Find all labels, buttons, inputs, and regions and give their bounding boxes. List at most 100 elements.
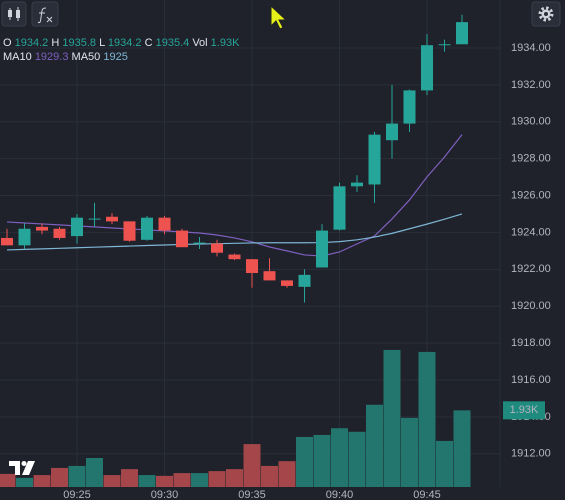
volume-bar bbox=[51, 467, 68, 487]
candle-body bbox=[368, 134, 381, 185]
x-tick-label: 09:40 bbox=[326, 489, 354, 500]
toolbar bbox=[1, 1, 561, 30]
y-tick-label: 1920.00 bbox=[511, 300, 551, 312]
logo-mark bbox=[22, 461, 35, 475]
time-axis: 09:25 09:30 09:35 09:40 09:45 bbox=[63, 489, 441, 500]
legend-label: L bbox=[99, 37, 105, 49]
volume-bar bbox=[313, 434, 331, 487]
volume-bar bbox=[366, 404, 383, 487]
legend-value: 1929.3 bbox=[35, 51, 69, 63]
legend-label: O bbox=[3, 37, 12, 49]
legend-value: 1925 bbox=[103, 51, 127, 63]
logo-mark bbox=[21, 461, 27, 466]
y-tick-label: 1916.00 bbox=[511, 374, 551, 386]
x-tick-label: 09:30 bbox=[151, 489, 179, 500]
volume-pane bbox=[0, 349, 471, 487]
x-tick-label: 09:25 bbox=[63, 489, 91, 500]
legend: O 1934.2 H 1935.8 L 1934.2 C 1935.4 Vol … bbox=[3, 37, 240, 63]
volume-bar bbox=[191, 473, 208, 487]
volume-bar bbox=[138, 475, 156, 487]
y-tick-label: 1912.00 bbox=[511, 448, 551, 460]
y-tick-label: 1928.00 bbox=[511, 153, 551, 165]
legend-label: MA10 bbox=[3, 51, 32, 63]
y-tick-label: 1922.00 bbox=[511, 263, 551, 275]
volume-bar bbox=[68, 465, 86, 487]
candle-body bbox=[53, 228, 66, 238]
y-tick-label: 1926.00 bbox=[511, 189, 551, 201]
candle-body bbox=[71, 217, 83, 237]
legend-value: 1934.2 bbox=[15, 37, 49, 49]
volume-bar bbox=[383, 349, 401, 487]
volume-bar bbox=[401, 417, 418, 487]
candle-body bbox=[263, 271, 276, 281]
candle-body bbox=[456, 22, 468, 45]
indicators-button[interactable] bbox=[31, 1, 59, 27]
volume-bar bbox=[0, 473, 16, 487]
volume-bar bbox=[348, 431, 366, 487]
ma-legend: MA10 1929.3 MA50 1925 bbox=[3, 51, 128, 63]
volume-bar bbox=[33, 475, 51, 487]
icon bbox=[8, 10, 12, 17]
logo-mark bbox=[9, 461, 20, 475]
candle-body bbox=[421, 45, 433, 91]
candle-body bbox=[141, 217, 153, 240]
volume-bar bbox=[278, 461, 296, 487]
candle-type-button[interactable] bbox=[1, 1, 27, 27]
ohlc-legend: O 1934.2 H 1935.8 L 1934.2 C 1935.4 Vol … bbox=[3, 37, 240, 49]
volume-bar bbox=[121, 469, 138, 487]
x-tick-label: 09:45 bbox=[413, 489, 441, 500]
volume-tag-label: 1.93K bbox=[510, 404, 539, 416]
candle-body bbox=[298, 274, 311, 287]
volume-bar bbox=[453, 410, 471, 487]
volume-bar bbox=[331, 428, 348, 487]
candle-body bbox=[211, 243, 223, 253]
candle-body bbox=[88, 218, 101, 220]
volume-bar bbox=[261, 465, 278, 487]
volume-bar bbox=[418, 351, 436, 487]
candle-body bbox=[386, 123, 398, 141]
candles bbox=[1, 14, 468, 303]
candle-body bbox=[246, 259, 258, 274]
volume-bar bbox=[86, 457, 103, 487]
candle-body bbox=[36, 226, 48, 231]
legend-label: H bbox=[51, 37, 59, 49]
candle-body bbox=[228, 254, 241, 260]
ma-line bbox=[6, 213, 463, 251]
volume-bar bbox=[156, 475, 173, 487]
candle-body bbox=[176, 230, 188, 248]
y-tick-label: 1930.00 bbox=[511, 116, 551, 128]
y-tick-label: 1918.00 bbox=[511, 337, 551, 349]
candle-body bbox=[281, 280, 293, 286]
volume-tag bbox=[503, 401, 545, 420]
volume-bar bbox=[296, 436, 313, 487]
icon bbox=[538, 6, 554, 22]
logo bbox=[9, 461, 35, 475]
candle-body bbox=[193, 242, 206, 244]
candle-body bbox=[106, 216, 118, 222]
legend-value: 1934.2 bbox=[108, 37, 142, 49]
candle-body bbox=[351, 182, 363, 187]
candle-body bbox=[1, 237, 13, 246]
candle-body bbox=[123, 221, 136, 241]
volume-bar bbox=[173, 473, 191, 487]
legend-value: 1935.4 bbox=[156, 37, 190, 49]
candle-body bbox=[158, 217, 171, 231]
cursor bbox=[270, 4, 288, 30]
volume-bar bbox=[208, 471, 226, 487]
volume-bar bbox=[16, 477, 33, 487]
legend-value: 1.93K bbox=[211, 37, 240, 49]
icon bbox=[16, 10, 20, 18]
price-axis: 1912.001914.001916.001918.001920.001922.… bbox=[503, 42, 551, 460]
y-tick-label: 1932.00 bbox=[511, 79, 551, 91]
icon bbox=[46, 16, 53, 23]
volume-bar bbox=[243, 444, 261, 487]
volume-bar bbox=[103, 475, 121, 487]
x-tick-label: 09:35 bbox=[238, 489, 266, 500]
volume-bar bbox=[436, 440, 453, 487]
legend-label: Vol bbox=[192, 37, 207, 49]
legend-label: MA50 bbox=[72, 51, 101, 63]
candle-body bbox=[18, 228, 31, 246]
y-tick-label: 1934.00 bbox=[511, 42, 551, 54]
